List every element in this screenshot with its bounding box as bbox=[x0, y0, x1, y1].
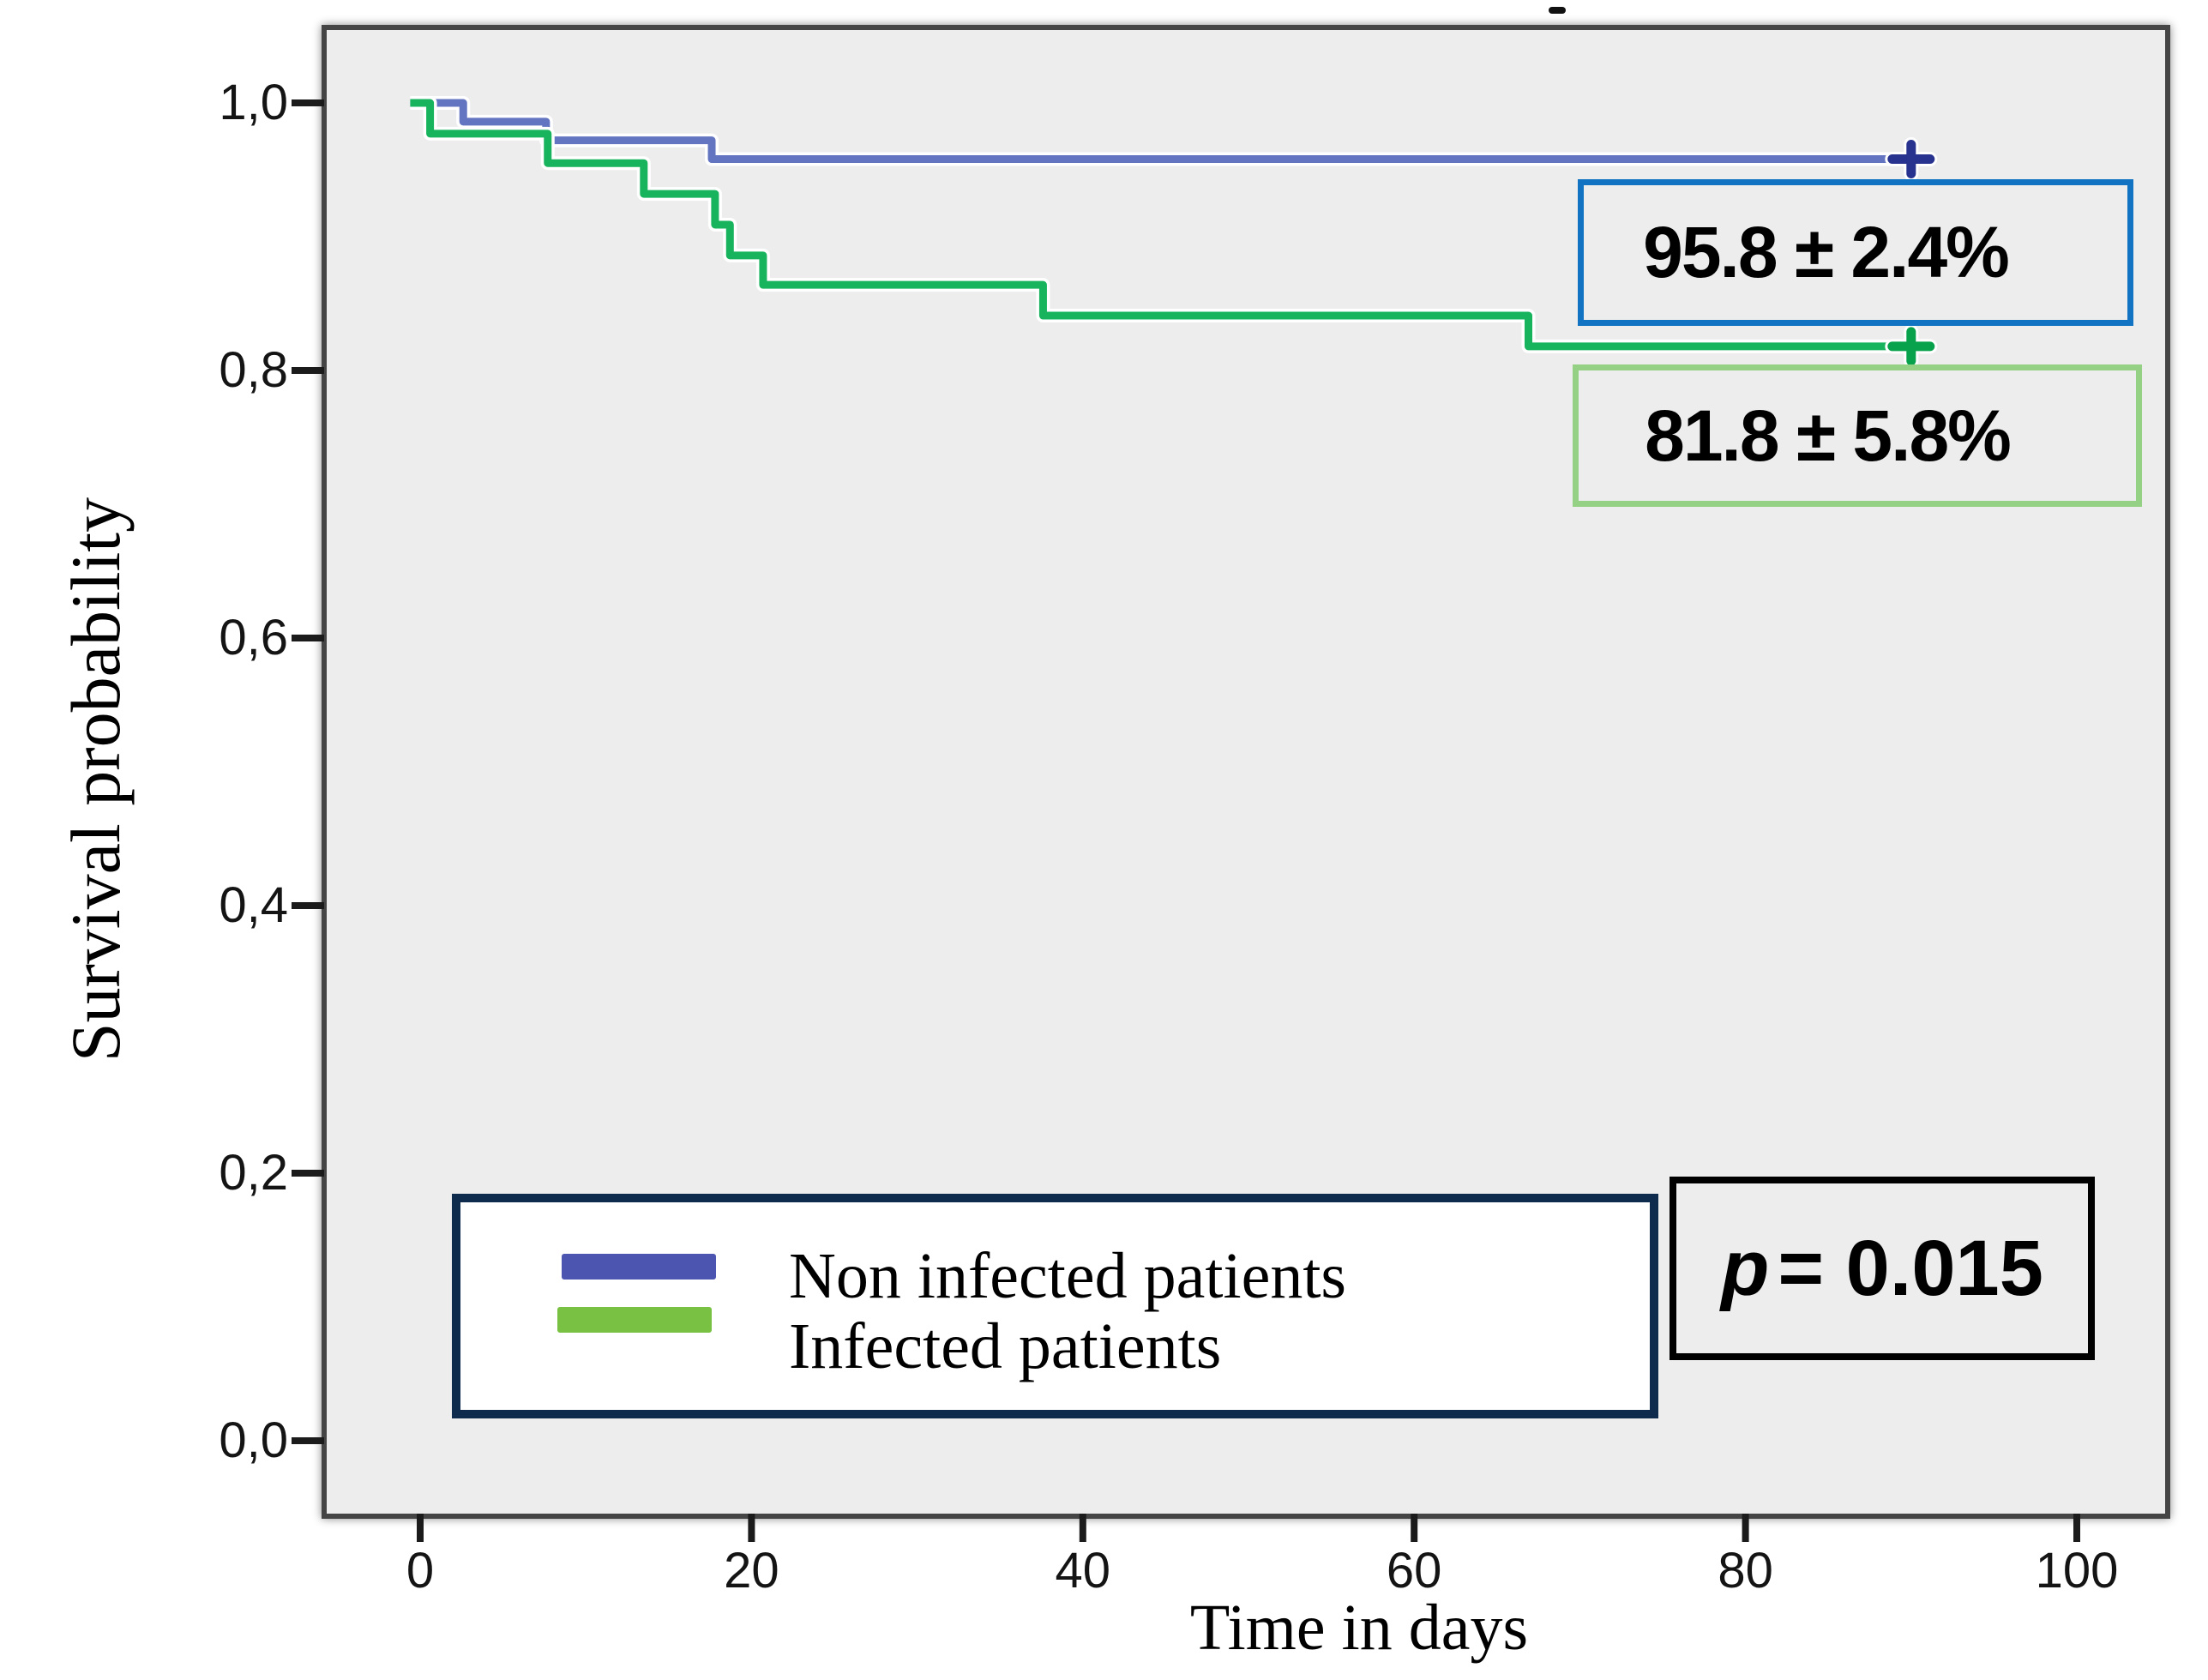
x-tick-label: 40 bbox=[1055, 1543, 1111, 1599]
annotation-box-non-infected-estimate: 95.8 ± 2.4% bbox=[1578, 179, 2133, 326]
x-tick-label: 100 bbox=[2035, 1543, 2119, 1599]
non-infected-final-estimate: 95.8 ± 2.4% bbox=[1643, 212, 2010, 292]
legend-swatch-infected-line bbox=[557, 1307, 712, 1333]
x-axis-title: Time in days bbox=[1189, 1592, 1529, 1664]
y-axis-title: Survival probability bbox=[57, 497, 135, 1063]
y-tick-label: 0,8 bbox=[219, 342, 288, 398]
y-tick-label: 1,0 bbox=[219, 75, 288, 130]
x-tick-label: 0 bbox=[406, 1543, 435, 1599]
infected-final-estimate: 81.8 ± 5.8% bbox=[1645, 394, 2012, 476]
y-tick-label: 0,6 bbox=[219, 610, 288, 665]
y-tick-label: 0,0 bbox=[219, 1412, 288, 1468]
legend-label-non-infected: Non infected patients bbox=[789, 1240, 1347, 1312]
y-tick-label: 0,4 bbox=[219, 877, 288, 933]
y-tick-label: 0,2 bbox=[219, 1145, 288, 1201]
legend-swatch-non-infected-line bbox=[562, 1254, 716, 1280]
p-value-box: p = 0.015 bbox=[1670, 1177, 2095, 1360]
p-symbol: p bbox=[1721, 1224, 1770, 1312]
legend-label-infected: Infected patients bbox=[789, 1310, 1222, 1382]
stray-dash-artifact bbox=[1549, 7, 1566, 14]
x-tick-label: 60 bbox=[1386, 1543, 1442, 1599]
x-tick-label: 80 bbox=[1718, 1543, 1773, 1599]
annotation-box-infected-estimate: 81.8 ± 5.8% bbox=[1573, 364, 2142, 507]
legend-box: Non infected patients Infected patients bbox=[452, 1194, 1658, 1418]
p-value-text: = 0.015 bbox=[1778, 1224, 2043, 1312]
x-tick-label: 20 bbox=[724, 1543, 779, 1599]
